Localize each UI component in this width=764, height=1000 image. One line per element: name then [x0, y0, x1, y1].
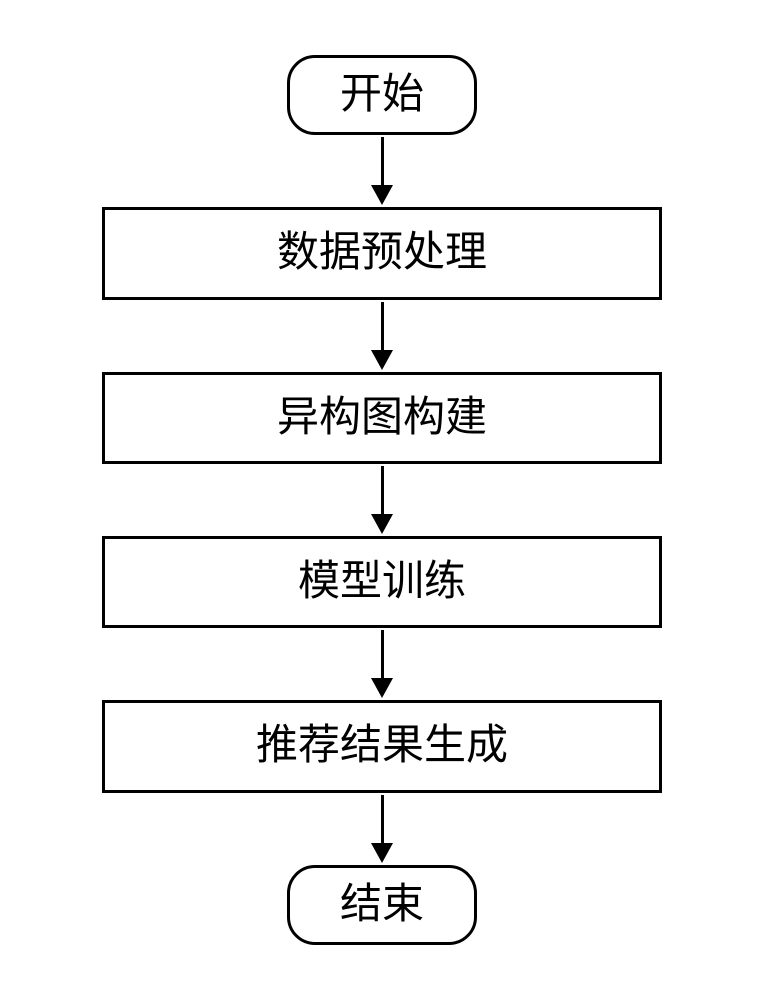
arrow-head-icon	[371, 185, 393, 205]
arrow-head-icon	[371, 350, 393, 370]
arrow-line	[381, 795, 384, 843]
flowchart-container: 开始 数据预处理 异构图构建 模型训练 推荐结果生成 结束	[102, 55, 662, 945]
process-label-3: 模型训练	[298, 559, 466, 605]
process-label-2: 异构图构建	[277, 395, 487, 441]
arrow-line	[381, 302, 384, 350]
process-label-1: 数据预处理	[277, 230, 487, 276]
end-label: 结束	[340, 882, 424, 928]
arrow-3	[371, 464, 393, 536]
process-node-1: 数据预处理	[102, 207, 662, 299]
arrow-5	[371, 793, 393, 865]
arrow-line	[381, 630, 384, 678]
process-node-3: 模型训练	[102, 536, 662, 628]
arrow-2	[371, 300, 393, 372]
arrow-4	[371, 628, 393, 700]
end-node: 结束	[287, 865, 477, 945]
start-node: 开始	[287, 55, 477, 135]
arrow-line	[381, 137, 384, 185]
arrow-head-icon	[371, 514, 393, 534]
process-node-4: 推荐结果生成	[102, 700, 662, 792]
arrow-head-icon	[371, 678, 393, 698]
arrow-head-icon	[371, 843, 393, 863]
process-node-2: 异构图构建	[102, 372, 662, 464]
arrow-1	[371, 135, 393, 207]
process-label-4: 推荐结果生成	[256, 723, 508, 769]
arrow-line	[381, 466, 384, 514]
start-label: 开始	[340, 72, 424, 118]
